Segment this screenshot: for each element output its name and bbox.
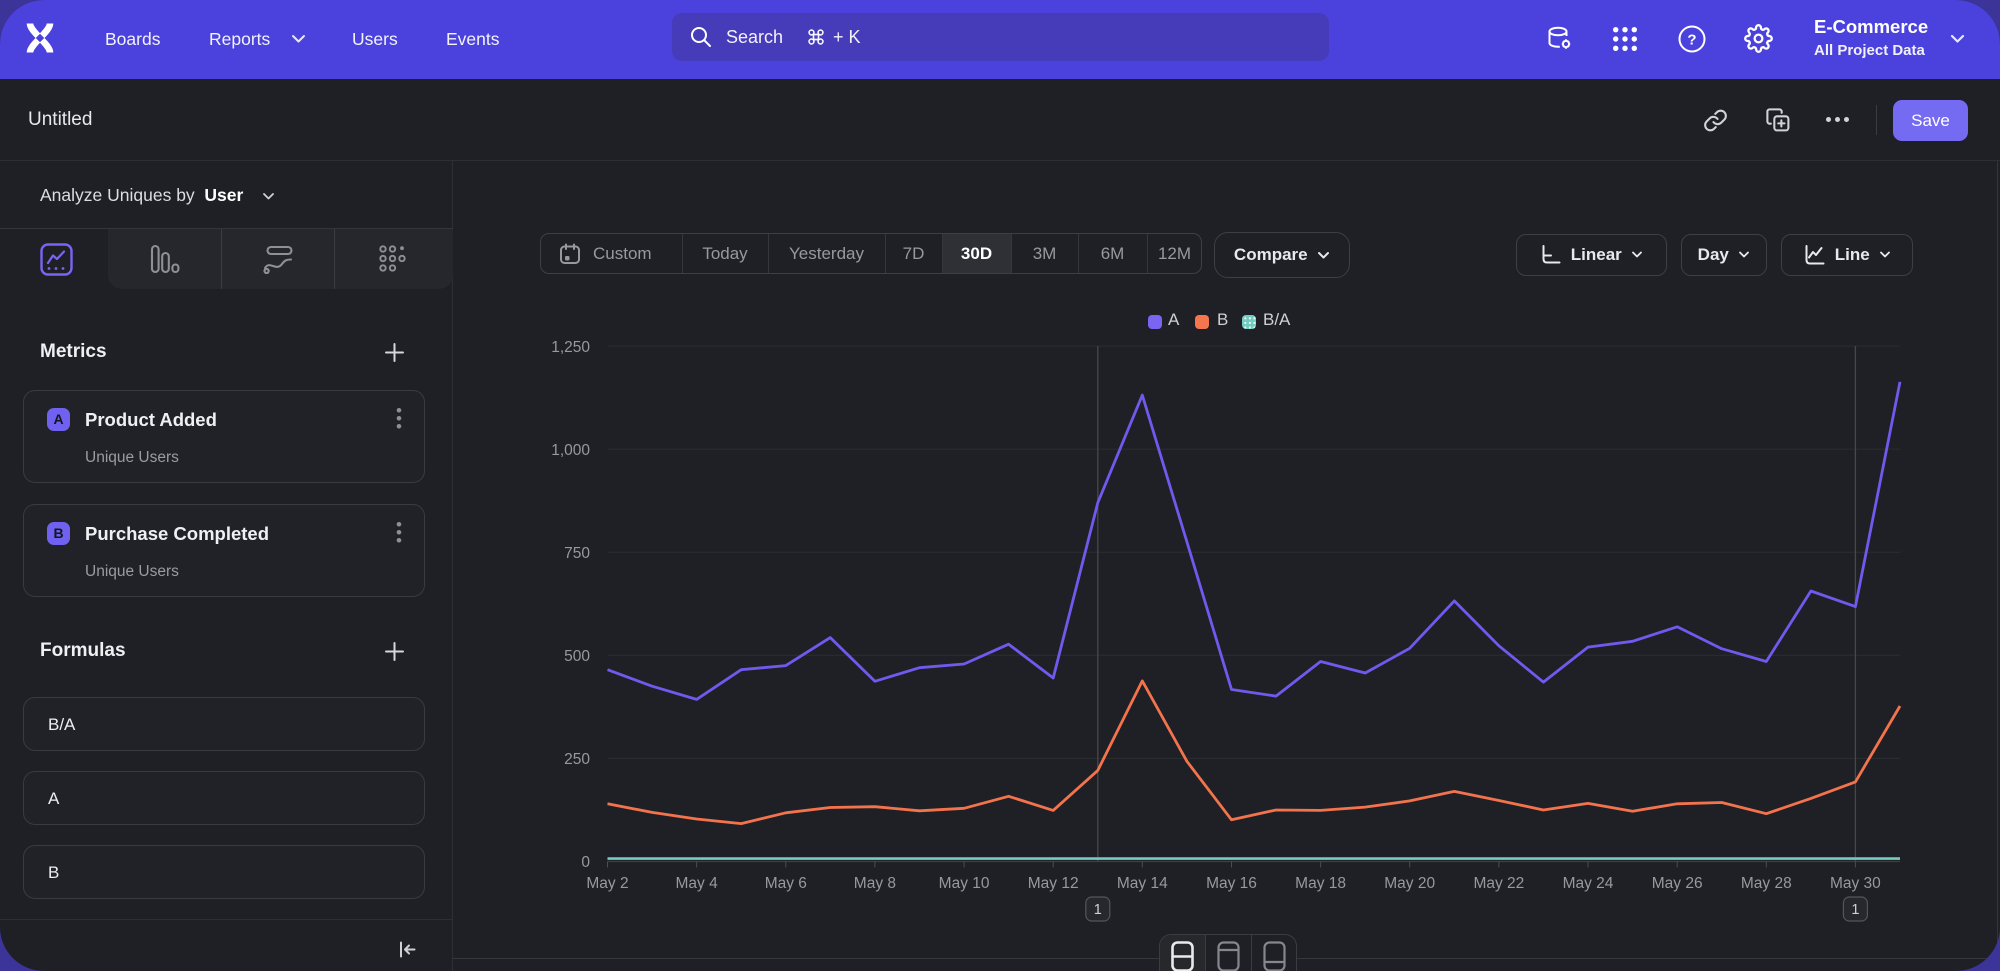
svg-text:May 14: May 14: [1117, 875, 1168, 892]
svg-text:?: ?: [1687, 32, 1696, 49]
svg-text:750: 750: [564, 545, 590, 562]
svg-text:1,250: 1,250: [551, 339, 590, 356]
svg-text:May 8: May 8: [854, 875, 896, 892]
svg-text:May 28: May 28: [1741, 875, 1792, 892]
svg-text:250: 250: [564, 751, 590, 768]
svg-text:May 20: May 20: [1384, 875, 1435, 892]
svg-text:May 6: May 6: [765, 875, 807, 892]
svg-text:1: 1: [1094, 902, 1102, 918]
svg-text:1,000: 1,000: [551, 442, 590, 459]
svg-text:May 4: May 4: [675, 875, 718, 892]
svg-text:1: 1: [1851, 902, 1859, 918]
svg-text:May 18: May 18: [1295, 875, 1346, 892]
svg-text:May 10: May 10: [939, 875, 990, 892]
svg-text:May 24: May 24: [1563, 875, 1614, 892]
svg-text:May 2: May 2: [586, 875, 628, 892]
svg-text:May 16: May 16: [1206, 875, 1257, 892]
svg-text:May 22: May 22: [1473, 875, 1524, 892]
svg-text:May 26: May 26: [1652, 875, 1703, 892]
svg-text:May 12: May 12: [1028, 875, 1079, 892]
svg-text:500: 500: [564, 648, 590, 665]
svg-text:May 30: May 30: [1830, 875, 1881, 892]
svg-text:0: 0: [581, 854, 590, 871]
